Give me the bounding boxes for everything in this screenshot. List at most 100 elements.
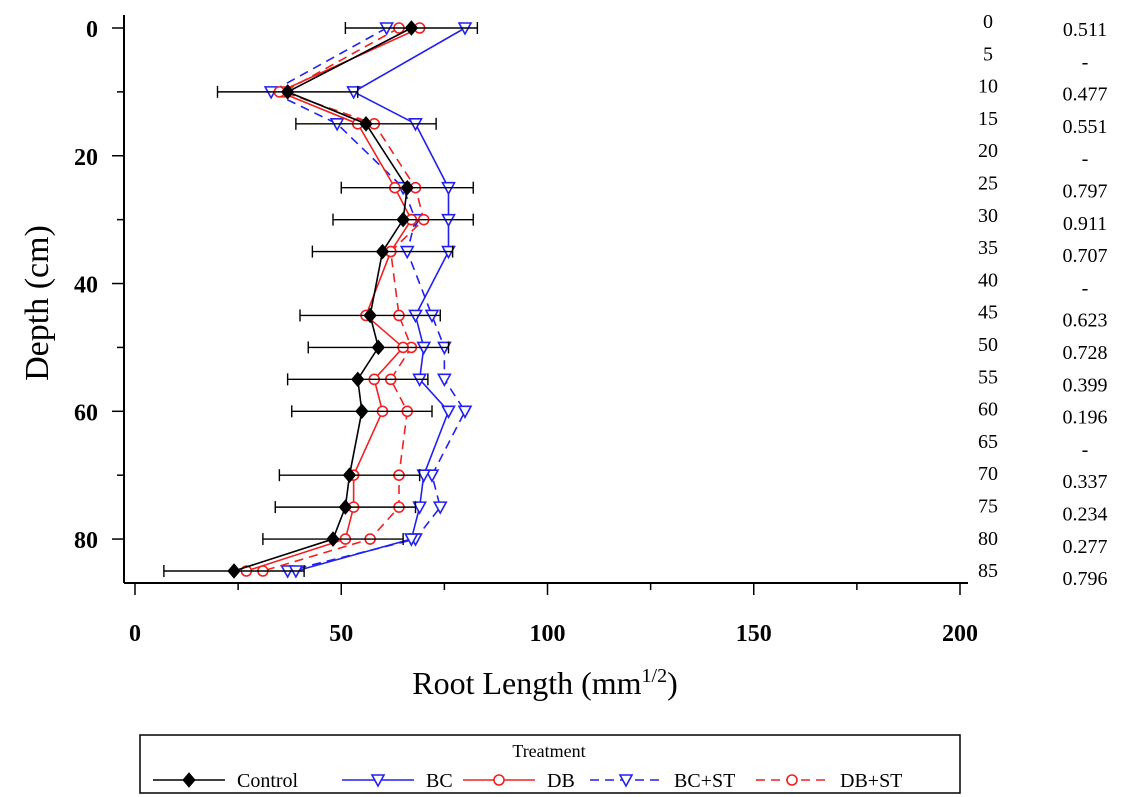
legend-item-db-st: DB+ST xyxy=(756,770,902,792)
y-tick-label: 0 xyxy=(86,17,98,43)
p-value: 0.707 xyxy=(1063,245,1108,267)
p-value: 0.797 xyxy=(1063,181,1108,203)
data-point xyxy=(342,467,357,483)
series-db xyxy=(240,22,426,577)
p-value: 0.511 xyxy=(1063,19,1107,41)
y-tick-label: 20 xyxy=(74,145,98,171)
data-point xyxy=(326,531,340,547)
p-value: - xyxy=(1082,277,1089,299)
legend-item-bc: BC xyxy=(342,770,453,792)
series-control xyxy=(163,20,479,579)
depth-label: 0 xyxy=(983,11,993,33)
x-tick-label: 150 xyxy=(736,621,772,647)
data-point xyxy=(359,116,373,132)
depth-label: 40 xyxy=(978,269,998,291)
data-point xyxy=(227,563,241,579)
p-value: 0.623 xyxy=(1063,310,1108,332)
legend-label: BC xyxy=(426,770,453,792)
depth-label: 85 xyxy=(978,560,998,582)
depth-label: 75 xyxy=(978,496,998,518)
data-point xyxy=(400,179,414,196)
legend-label: DB xyxy=(547,770,575,792)
x-axis-title: Root Length (mm1/2) xyxy=(412,665,678,701)
p-value: - xyxy=(1082,148,1089,170)
data-point xyxy=(396,211,410,228)
depth-label: 55 xyxy=(978,366,998,388)
x-tick-label: 100 xyxy=(530,621,566,647)
data-point xyxy=(371,339,386,356)
legend-item-db: DB xyxy=(463,770,575,792)
p-value: 0.796 xyxy=(1063,568,1108,590)
p-value: 0.728 xyxy=(1063,342,1108,364)
legend-box xyxy=(139,734,961,794)
legend-item-control: Control xyxy=(153,770,299,792)
depth-label: 70 xyxy=(978,463,998,485)
series-line-bc-st xyxy=(269,27,466,572)
p-value: 0.234 xyxy=(1063,504,1108,526)
legend-label: DB+ST xyxy=(840,770,902,792)
legend-marker xyxy=(786,774,798,786)
legend: Treatment Control BC DB BC+ST DB+ST xyxy=(139,734,961,794)
depth-label: 30 xyxy=(978,205,998,227)
p-value: 0.399 xyxy=(1063,374,1108,396)
depth-label: 10 xyxy=(978,76,998,98)
series-line-db-st xyxy=(262,27,425,572)
depth-label: 25 xyxy=(978,173,998,195)
p-value: - xyxy=(1082,439,1089,461)
depth-label: 80 xyxy=(978,528,998,550)
x-axis-title-main: Root Length (mm xyxy=(412,665,641,701)
data-point xyxy=(351,371,365,388)
legend-item-bc-st: BC+ST xyxy=(590,770,735,792)
p-value: 0.277 xyxy=(1063,536,1108,558)
data-point xyxy=(404,20,419,36)
data-point xyxy=(432,501,448,515)
data-point xyxy=(355,403,369,420)
p-value: 0.477 xyxy=(1063,84,1108,106)
series-db-st xyxy=(257,22,430,577)
p-value: 0.911 xyxy=(1063,213,1107,235)
x-tick-label: 50 xyxy=(329,621,353,647)
depth-label: 45 xyxy=(978,302,998,324)
depth-label: 50 xyxy=(978,334,998,356)
depth-label: 65 xyxy=(978,431,998,453)
legend-marker xyxy=(182,772,196,788)
axes: 0 50 100 150 200 0 20 40 60 80 xyxy=(74,15,978,647)
legend-marker xyxy=(618,774,634,788)
depth-label: 20 xyxy=(978,140,998,162)
data-point xyxy=(404,533,419,547)
y-axis-title: Depth (cm) xyxy=(19,225,56,381)
data-point xyxy=(416,469,432,483)
depth-label: 5 xyxy=(983,43,993,65)
data-point xyxy=(437,373,452,388)
legend-label: Control xyxy=(237,770,299,792)
legend-marker xyxy=(370,774,386,788)
data-point xyxy=(338,499,353,515)
depth-label: 15 xyxy=(978,108,998,130)
depth-label: 35 xyxy=(978,237,998,259)
x-axis-title-end: ) xyxy=(667,665,678,701)
x-axis-title-sup: 1/2 xyxy=(642,665,668,687)
y-tick-label: 60 xyxy=(74,400,98,426)
x-tick-label: 200 xyxy=(942,621,978,647)
data-point xyxy=(280,84,295,100)
data-point xyxy=(363,307,377,324)
p-value: - xyxy=(1082,51,1089,73)
y-tick-label: 40 xyxy=(74,273,98,299)
y-tick-label: 80 xyxy=(74,528,98,554)
series-bc xyxy=(288,22,473,579)
legend-title: Treatment xyxy=(512,741,585,761)
data-point xyxy=(441,405,456,419)
depth-pvalue-table: 0 0.511 5 - 10 0.477 15 0.551 20 - 25 0.797 30 0.911 3… xyxy=(978,11,1108,590)
depth-label: 60 xyxy=(978,399,998,421)
x-tick-label: 0 xyxy=(129,621,141,647)
series-bc-st xyxy=(263,22,473,579)
p-value: 0.337 xyxy=(1063,471,1108,493)
data-point xyxy=(457,405,473,419)
legend-label: BC+ST xyxy=(674,770,735,792)
series-layer xyxy=(163,20,479,579)
data-point xyxy=(412,501,427,515)
data-point xyxy=(375,243,390,260)
legend-marker xyxy=(493,774,505,786)
p-value: 0.551 xyxy=(1063,116,1108,138)
